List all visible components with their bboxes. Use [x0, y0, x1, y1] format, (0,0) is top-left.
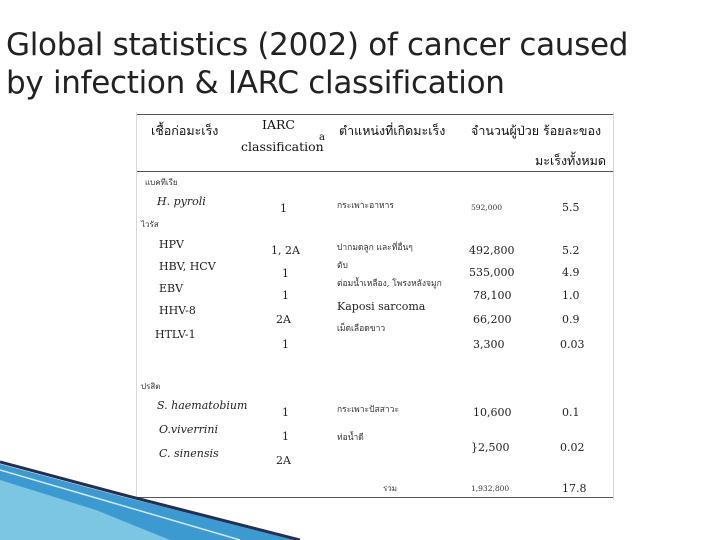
row-site: ท่อน้ำดี: [337, 433, 364, 443]
row-percent: 5.2: [562, 244, 580, 257]
row-iarc: 2A: [276, 313, 291, 326]
row-percent: 0.1: [562, 406, 580, 419]
row-agent: HTLV-1: [155, 328, 196, 341]
row-percent: 4.9: [562, 266, 580, 279]
row-agent: HPV: [159, 238, 184, 251]
row-iarc: 1, 2A: [271, 244, 300, 257]
row-agent: HBV, HCV: [159, 260, 216, 273]
swoosh-light-band: [0, 480, 170, 540]
slide-title-line2: by infection & IARC classification: [6, 65, 505, 101]
row-site: เม็ดเลือดขาว: [337, 324, 386, 334]
row-iarc: 1: [282, 289, 289, 302]
header-site: ตำแหน่งที่เกิดมะเร็ง: [339, 123, 446, 138]
header-percent-line1: ร้อยละของ: [543, 123, 602, 138]
row-iarc: 2A: [276, 454, 291, 467]
row-percent: 0.03: [560, 338, 585, 351]
row-cases: 492,800: [469, 244, 515, 257]
total-percent: 17.8: [562, 482, 587, 495]
row-site: ต่อมน้ำเหลือง, โพรงหลังจมูก: [337, 279, 442, 289]
row-site: ตับ: [337, 261, 348, 271]
slide-title-line1: Global statistics (2002) of cancer cause…: [6, 27, 629, 63]
row-cases: 66,200: [473, 313, 512, 326]
row-percent: 0.9: [562, 313, 580, 326]
row-cases: 535,000: [469, 266, 515, 279]
total-label: รวม: [383, 484, 398, 493]
row-site: Kaposi sarcoma: [337, 300, 426, 313]
section-virus: ไวรัส: [141, 220, 159, 229]
section-bacteria: แบคทีเรีย: [145, 178, 178, 187]
cancer-statistics-table: เชื้อก่อมะเร็ง IARC classification a ตำแ…: [136, 112, 614, 500]
row-cases: 592,000: [471, 203, 503, 212]
row-agent: C. sinensis: [159, 447, 219, 460]
row-site: กระเพาะปัสสาวะ: [337, 405, 400, 415]
header-iarc-line2: classification: [241, 139, 324, 154]
row-cases: 10,600: [473, 406, 512, 419]
row-site: กระเพาะอาหาร: [337, 201, 394, 211]
table-bottom-rule: [137, 497, 613, 498]
row-agent: O.viverrini: [159, 423, 218, 436]
header-cases: จำนวนผู้ป่วย: [471, 123, 540, 138]
header-agent: เชื้อก่อมะเร็ง: [151, 123, 219, 138]
row-iarc: 1: [282, 406, 289, 419]
row-site: ปากมดลูก และที่อื่นๆ: [337, 243, 413, 253]
row-iarc: 1: [282, 430, 289, 443]
row-cases: 3,300: [473, 338, 505, 351]
header-percent-line2: มะเร็งทั้งหมด: [535, 153, 606, 168]
row-agent: EBV: [159, 282, 184, 295]
swoosh-highlight-line: [0, 469, 241, 540]
row-iarc: 1: [282, 267, 289, 280]
header-bottom-rule: [137, 171, 613, 172]
row-percent: 5.5: [562, 201, 580, 214]
row-iarc: 1: [282, 338, 289, 351]
row-percent: 0.02: [560, 441, 585, 454]
row-percent: 1.0: [562, 289, 580, 302]
header-iarc-line1: IARC: [262, 117, 295, 132]
row-agent: S. haematobium: [157, 399, 248, 412]
table-top-rule: [137, 114, 613, 115]
slide-title: Global statistics (2002) of cancer cause…: [6, 26, 706, 102]
total-cases: 1,932,800: [471, 484, 510, 493]
section-parasite: ปรสิต: [141, 382, 161, 391]
swoosh-dark-line: [0, 460, 300, 540]
row-agent: H. pyroli: [157, 195, 206, 208]
row-iarc: 1: [280, 202, 287, 215]
decorative-corner-swoosh: [0, 460, 300, 540]
row-cases: 78,100: [473, 289, 512, 302]
header-iarc-superscript: a: [319, 132, 325, 143]
row-agent: HHV-8: [159, 304, 196, 317]
row-cases: }2,500: [471, 441, 510, 454]
